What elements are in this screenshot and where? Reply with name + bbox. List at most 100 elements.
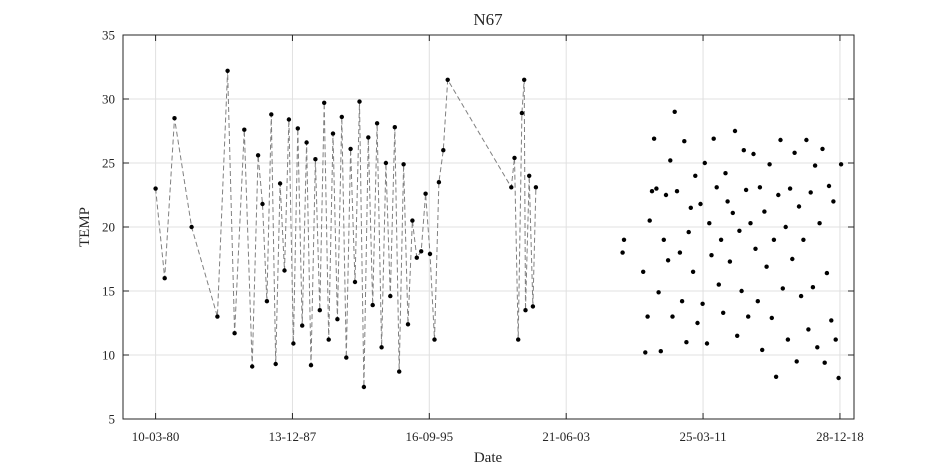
data-point xyxy=(326,337,331,342)
data-point xyxy=(796,204,802,209)
data-point xyxy=(751,151,756,157)
data-point xyxy=(357,99,362,104)
data-point xyxy=(748,221,753,226)
data-point xyxy=(445,77,450,83)
x-tick-label: 16-09-95 xyxy=(405,429,453,444)
data-point xyxy=(688,205,693,210)
data-point xyxy=(352,279,358,285)
data-point xyxy=(709,253,714,258)
data-point xyxy=(215,314,220,319)
data-point xyxy=(533,185,539,190)
data-point xyxy=(189,224,194,230)
data-point xyxy=(695,320,700,326)
data-point xyxy=(679,299,685,304)
data-point xyxy=(153,186,158,191)
x-axis-title: Date xyxy=(474,450,503,466)
data-point xyxy=(509,185,514,190)
data-point xyxy=(643,350,648,355)
data-point xyxy=(519,110,525,116)
data-point xyxy=(522,77,527,83)
data-point xyxy=(641,269,646,274)
data-point xyxy=(291,341,296,346)
data-point xyxy=(824,270,830,276)
series-line xyxy=(155,70,537,388)
data-point xyxy=(282,268,287,273)
data-point xyxy=(792,150,797,155)
data-point xyxy=(255,153,261,158)
data-point xyxy=(366,135,371,140)
data-point xyxy=(725,199,730,204)
data-point xyxy=(822,360,827,365)
data-point xyxy=(741,148,746,153)
data-point xyxy=(783,224,788,230)
data-point xyxy=(530,304,536,309)
data-point xyxy=(300,323,305,328)
data-point xyxy=(702,160,707,166)
data-point xyxy=(344,355,349,360)
data-point xyxy=(286,117,292,122)
data-point xyxy=(674,189,680,194)
data-point xyxy=(686,229,691,235)
data-point xyxy=(370,302,375,308)
x-tick-label: 13-12-87 xyxy=(269,429,317,444)
data-point xyxy=(414,255,419,260)
y-tick-label: 5 xyxy=(109,412,116,427)
data-point xyxy=(273,361,278,367)
y-tick-label: 15 xyxy=(102,284,115,299)
data-point xyxy=(260,201,265,207)
y-tick-label: 30 xyxy=(102,92,115,107)
data-point xyxy=(826,183,832,189)
data-point xyxy=(739,288,744,294)
data-point xyxy=(277,181,283,186)
data-point xyxy=(693,173,698,178)
data-point xyxy=(767,162,772,167)
data-point xyxy=(753,246,758,251)
data-point xyxy=(423,191,428,196)
data-point xyxy=(812,163,818,168)
data-point xyxy=(661,237,666,242)
data-point xyxy=(700,301,705,306)
data-point xyxy=(670,314,675,319)
data-point xyxy=(714,185,719,190)
data-point xyxy=(762,209,767,214)
data-point xyxy=(647,218,652,223)
y-tick-label: 25 xyxy=(102,156,115,171)
data-point xyxy=(250,364,255,369)
x-tick-label: 28-12-18 xyxy=(816,429,864,444)
data-point xyxy=(801,237,806,242)
data-point xyxy=(432,337,437,342)
x-tick-label: 10-03-80 xyxy=(132,429,180,444)
data-point xyxy=(817,221,822,226)
y-tick-label: 10 xyxy=(102,348,115,363)
data-point xyxy=(436,180,442,185)
data-point xyxy=(313,157,318,162)
data-point xyxy=(656,290,661,295)
data-point xyxy=(335,317,340,322)
data-point xyxy=(379,345,384,350)
data-point xyxy=(392,125,397,130)
data-point xyxy=(798,293,804,299)
data-point xyxy=(225,68,230,74)
data-point xyxy=(836,375,841,381)
data-point xyxy=(785,337,791,342)
data-point xyxy=(672,109,677,115)
data-point xyxy=(269,112,274,117)
data-point xyxy=(682,139,687,144)
axes: 5 10 15 20 25 30 35 10-03-80 13-12-87 16-09-95 21-… xyxy=(102,28,864,445)
data-point xyxy=(397,369,402,374)
data-point xyxy=(723,171,728,176)
data-point xyxy=(162,276,167,281)
data-point xyxy=(663,192,669,198)
data-point xyxy=(649,189,655,194)
data-point xyxy=(405,322,411,327)
data-point xyxy=(737,228,742,233)
data-point xyxy=(764,264,769,269)
data-point xyxy=(419,249,424,254)
data-point xyxy=(361,384,367,390)
data-point xyxy=(516,337,521,342)
data-point xyxy=(295,126,300,131)
data-point xyxy=(704,341,710,346)
data-point xyxy=(810,285,816,290)
data-point xyxy=(304,140,309,145)
